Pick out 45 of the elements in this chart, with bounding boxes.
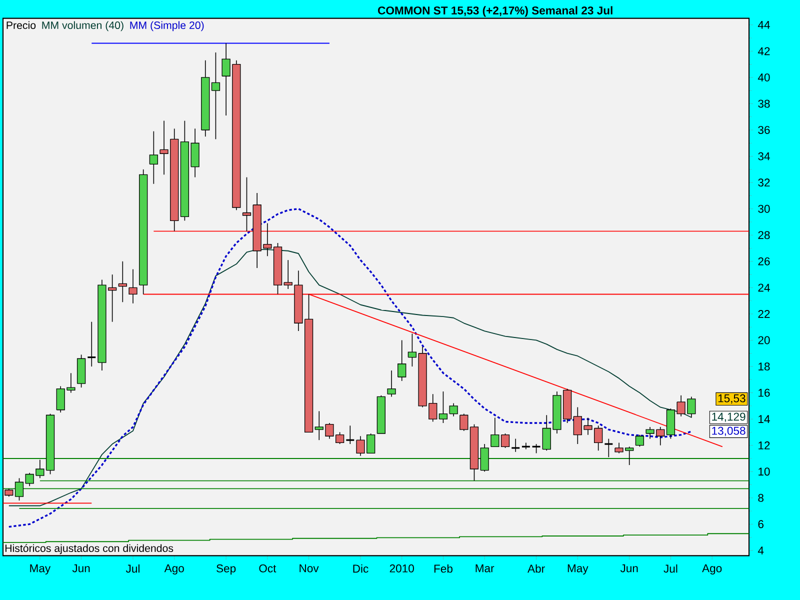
x-tick-label: Jun xyxy=(72,564,90,572)
x-tick-label: Ago xyxy=(164,564,184,574)
y-tick-label: 16 xyxy=(758,388,770,397)
y-tick-label: 24 xyxy=(758,284,770,292)
x-tick-label: Nov xyxy=(300,564,319,572)
y-tick-label: 44 xyxy=(758,20,770,29)
y-tick-label: 34 xyxy=(758,152,770,160)
x-tick-label: May xyxy=(30,564,51,574)
y-tick-label: 32 xyxy=(758,178,770,187)
x-tick-label: 2010 xyxy=(390,564,414,572)
y-tick-label: 38 xyxy=(758,100,770,108)
annotation: 15,53 xyxy=(718,394,746,404)
annotation: 14,129 xyxy=(712,412,746,422)
x-tick-label: Jul xyxy=(664,564,678,573)
x-tick-label: Sep xyxy=(216,564,236,575)
x-tick-label: Mar xyxy=(476,564,494,572)
y-tick-label: 30 xyxy=(758,204,770,213)
y-tick-label: 10 xyxy=(758,468,770,476)
chart-title: COMMON ST 15,53 (+2,17%) Semanal 23 Jul xyxy=(378,6,612,17)
x-tick-label: Jul xyxy=(126,564,140,573)
y-tick-label: 36 xyxy=(758,126,770,134)
y-tick-label: 28 xyxy=(758,231,770,240)
annotation: 13,058 xyxy=(712,426,746,436)
y-tick-label: 20 xyxy=(758,336,770,344)
x-tick-label: Dic xyxy=(353,564,368,573)
text: MM volumen (40) xyxy=(42,21,124,32)
y-tick-label: 42 xyxy=(758,47,770,56)
y-tick-label: 18 xyxy=(758,362,770,370)
y-tick-label: 8 xyxy=(758,494,764,502)
annotation: Históricos ajustados con dividendos xyxy=(5,544,174,554)
y-axis-title: Precio xyxy=(6,21,36,30)
x-tick-label: May xyxy=(568,564,588,574)
x-tick-label: Oct xyxy=(259,564,276,572)
y-tick-label: 26 xyxy=(758,257,770,266)
text: MM (Simple 20) xyxy=(130,21,204,32)
y-tick-label: 12 xyxy=(758,441,770,450)
y-tick-label: 4 xyxy=(758,546,764,554)
y-tick-label: 22 xyxy=(758,310,770,318)
x-tick-label: Jun xyxy=(620,564,638,572)
y-tick-label: 14 xyxy=(758,415,770,423)
y-tick-label: 40 xyxy=(758,73,770,82)
x-tick-label: Ago xyxy=(702,564,722,574)
y-tick-label: 6 xyxy=(758,520,764,528)
x-tick-label: Abr xyxy=(528,564,545,573)
x-tick-label: Feb xyxy=(434,564,452,573)
